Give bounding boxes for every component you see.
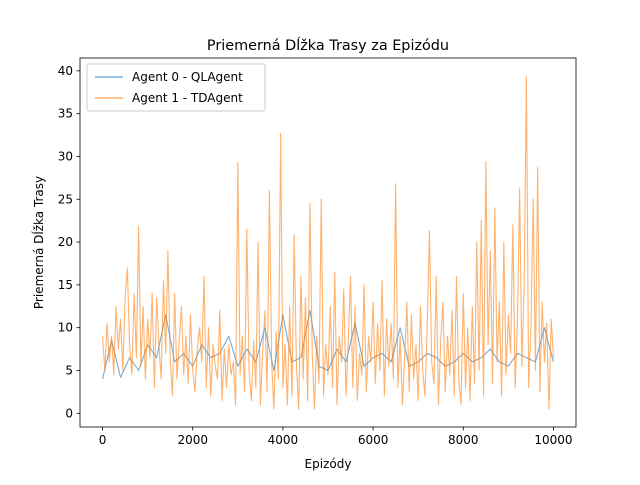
x-axis-label: Epizódy [305, 457, 352, 471]
y-tick-label: 0 [65, 406, 73, 420]
legend-box [86, 63, 266, 112]
x-axis: 0 2000 4000 6000 8000 10000 [99, 427, 573, 447]
y-tick-label: 10 [58, 321, 73, 335]
y-tick-label: 40 [58, 64, 73, 78]
legend-label-agent-0: Agent 0 - QLAgent [132, 70, 243, 84]
chart-title: Priemerná Dĺžka Trasy za Epizódu [207, 36, 449, 54]
x-tick-label: 10000 [534, 433, 572, 447]
y-axis: 0 5 10 15 20 25 30 35 40 [58, 64, 80, 420]
x-tick-label: 6000 [358, 433, 389, 447]
y-tick-label: 15 [58, 278, 73, 292]
y-tick-label: 30 [58, 149, 73, 163]
y-tick-label: 35 [58, 107, 73, 121]
x-tick-label: 0 [99, 433, 107, 447]
x-tick-label: 2000 [177, 433, 208, 447]
legend-label-agent-1: Agent 1 - TDAgent [132, 91, 243, 105]
legend: Agent 0 - QLAgent Agent 1 - TDAgent [86, 63, 266, 112]
y-tick-label: 5 [65, 363, 73, 377]
y-tick-label: 20 [58, 235, 73, 249]
x-tick-label: 4000 [268, 433, 299, 447]
plot-frame [79, 57, 577, 428]
y-axis-label: Priemerná Dĺžka Trasy [31, 176, 46, 309]
y-tick-label: 25 [58, 192, 73, 206]
series-layer [102, 76, 554, 410]
x-tick-label: 8000 [448, 433, 479, 447]
series-line-agent-1 [102, 76, 554, 410]
